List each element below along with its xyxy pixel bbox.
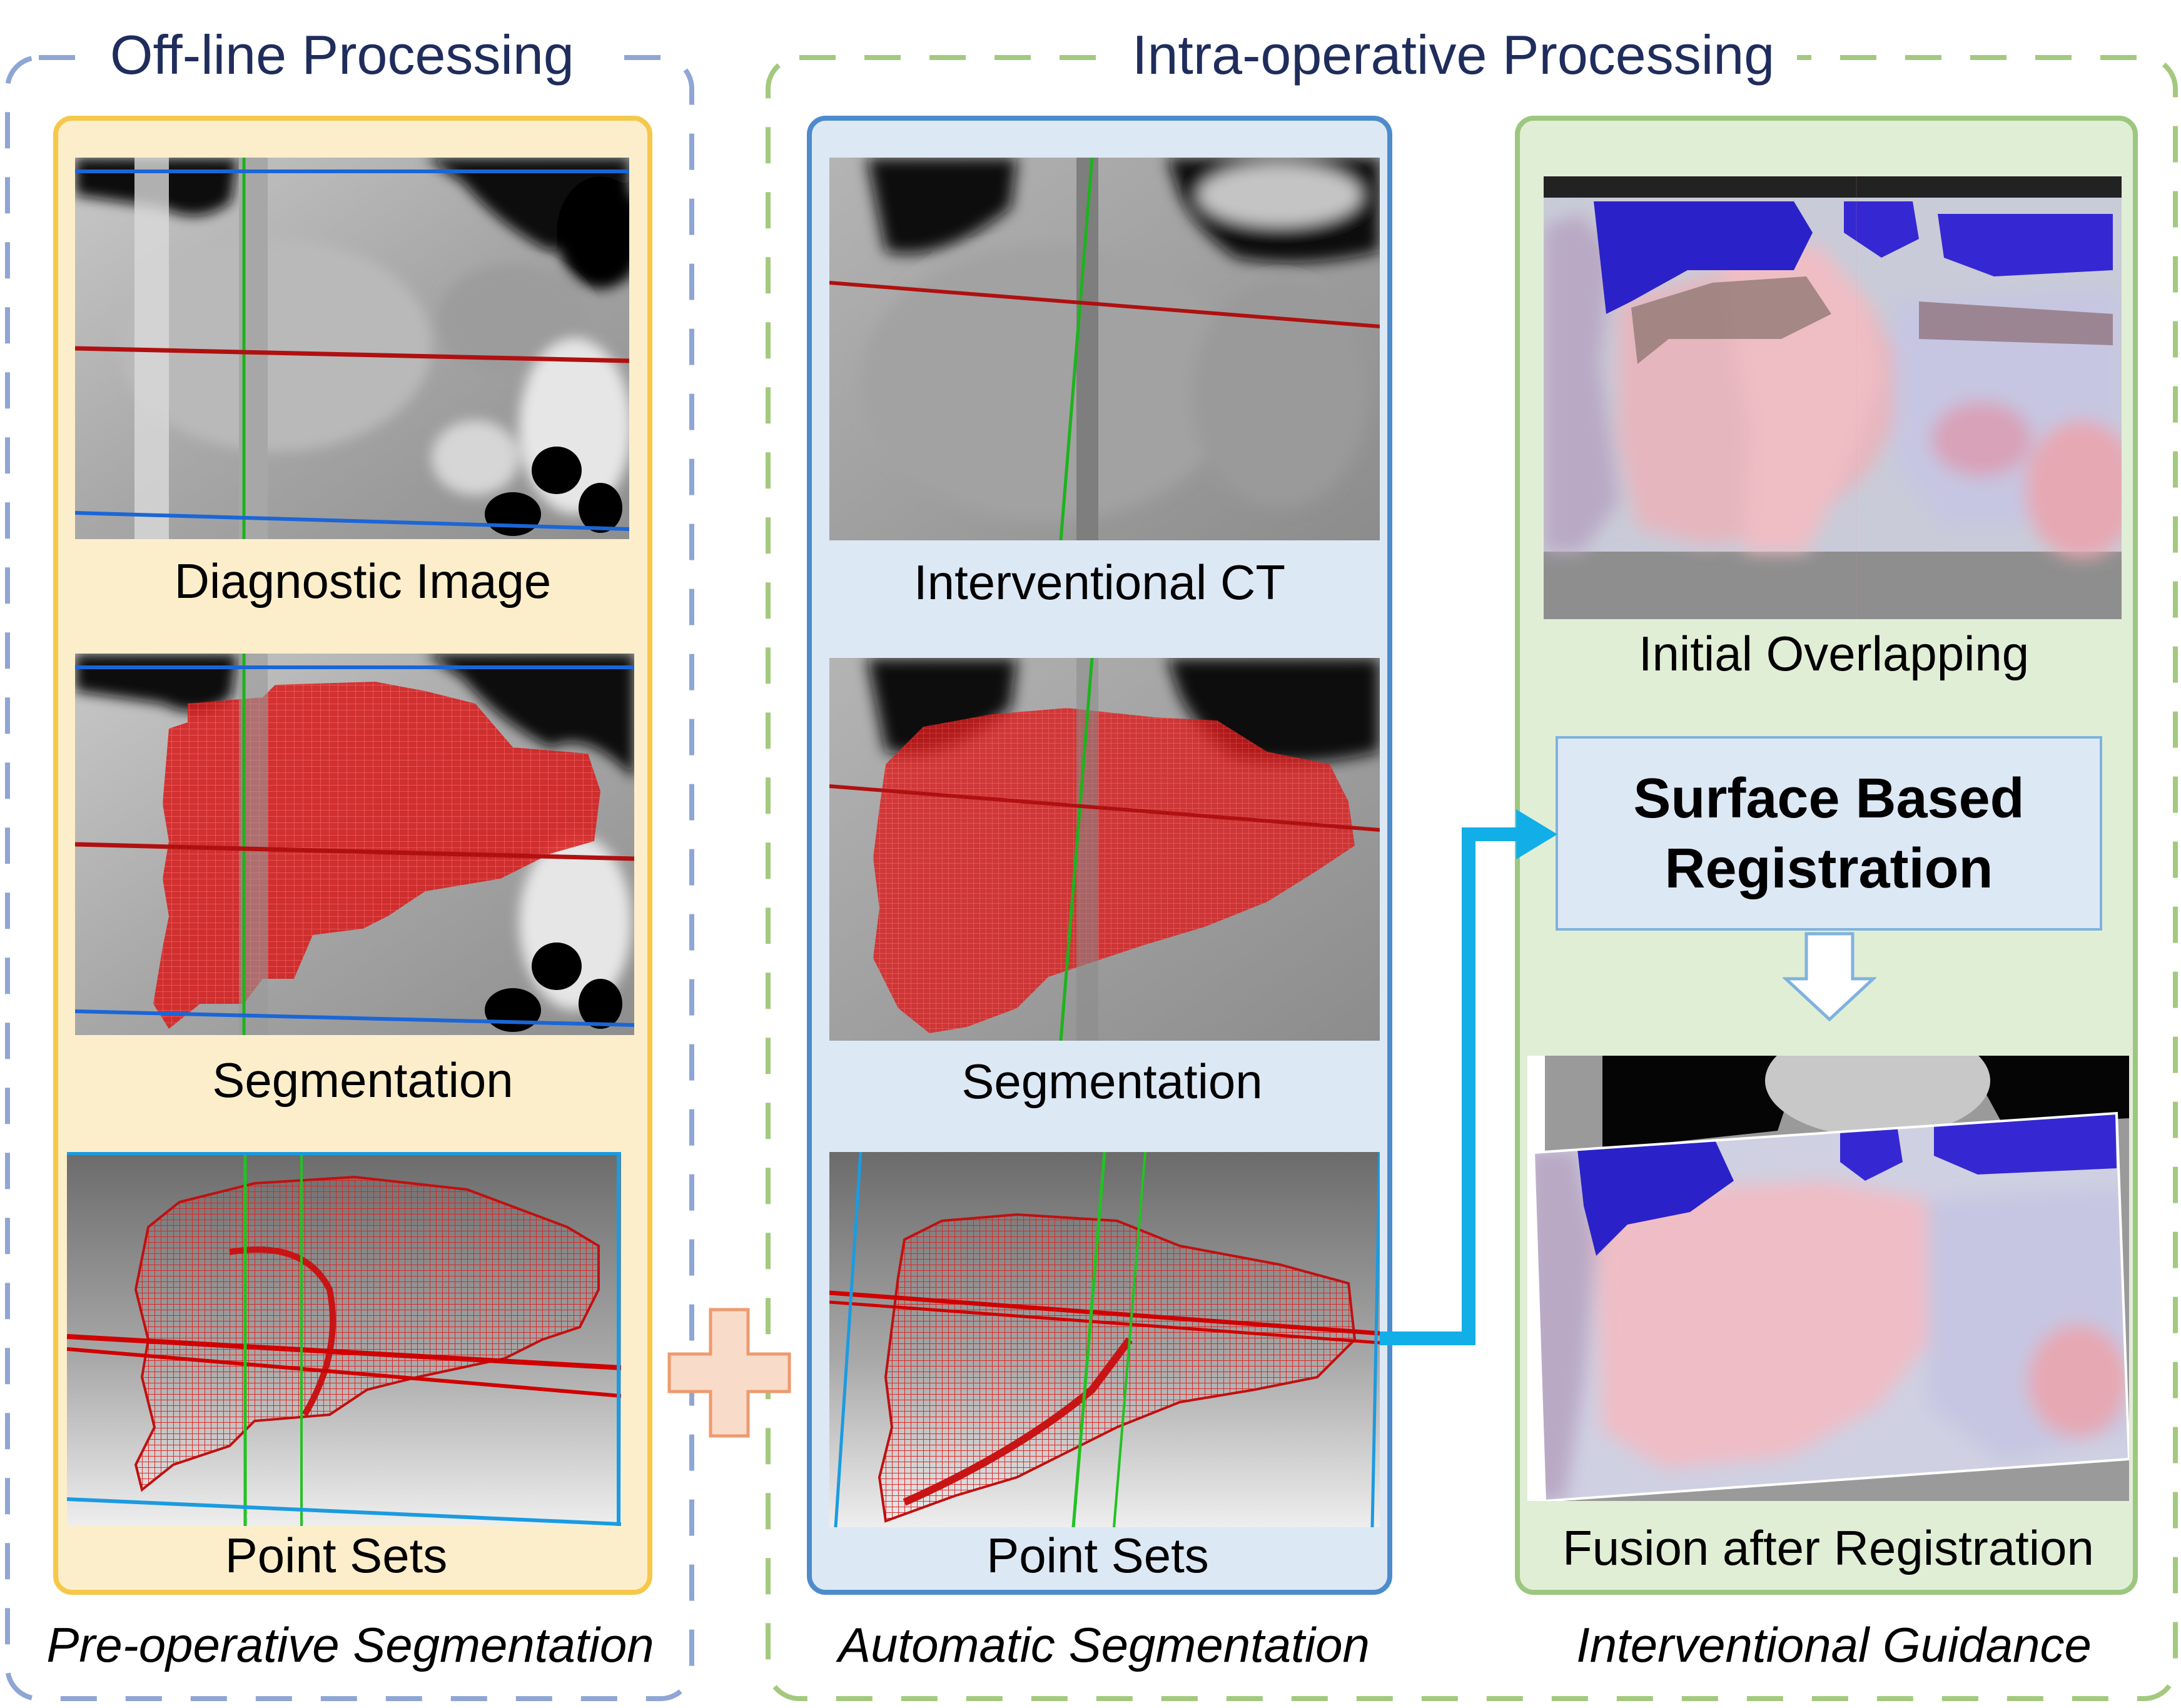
down-arrow-icon [1783, 932, 1876, 1022]
intraop-section-title: Intra-operative Processing [1110, 24, 1798, 86]
registration-line-2: Registration [1664, 837, 1993, 900]
offline-section-title: Off-line Processing [88, 24, 597, 86]
registration-arrow [1380, 809, 1557, 1345]
preop-caption-diagnostic: Diagnostic Image [174, 553, 552, 609]
offline-dashed-frame [5, 55, 694, 1701]
stage-label-guidance: Interventional Guidance [1576, 1617, 2092, 1672]
fusion-after-registration-image [1527, 1056, 2129, 1501]
preop-segmentation-image [75, 654, 634, 1035]
preop-caption-segmentation: Segmentation [212, 1053, 514, 1108]
surface-registration-box: Surface Based Registration [1556, 736, 2102, 931]
guidance-caption-initial: Initial Overlapping [1638, 626, 2030, 681]
preop-point-sets-image [67, 1152, 621, 1526]
preop-caption-point-sets: Point Sets [225, 1528, 448, 1583]
auto-caption-point-sets: Point Sets [986, 1528, 1209, 1583]
interventional-ct-image [829, 158, 1380, 540]
auto-segmentation-image [829, 658, 1380, 1041]
registration-line-1: Surface Based [1633, 767, 2025, 830]
auto-caption-interventional-ct: Interventional CT [914, 555, 1285, 610]
auto-point-sets-image [829, 1152, 1380, 1527]
guidance-caption-fusion: Fusion after Registration [1562, 1520, 2094, 1575]
auto-caption-segmentation: Segmentation [961, 1054, 1263, 1109]
stage-label-auto: Automatic Segmentation [838, 1617, 1370, 1672]
initial-overlapping-image [1544, 176, 2122, 619]
plus-icon [667, 1308, 791, 1438]
diagnostic-ct-image [75, 158, 629, 539]
stage-label-preop: Pre-operative Segmentation [46, 1617, 654, 1672]
